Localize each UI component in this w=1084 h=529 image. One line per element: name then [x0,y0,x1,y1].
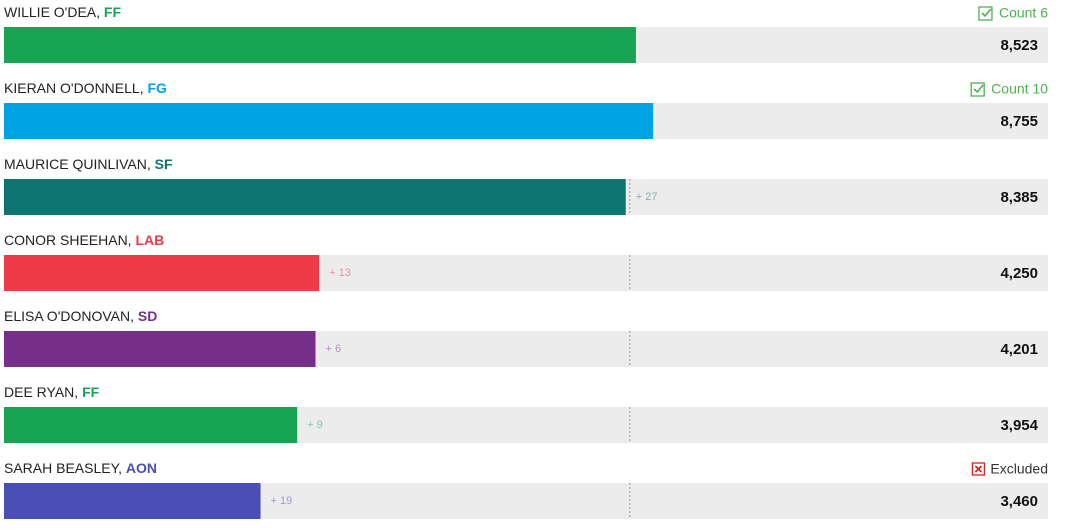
vote-total: 4,250 [1000,265,1038,282]
vote-total: 3,954 [1000,417,1038,434]
status-icon [971,462,986,476]
transfer-label: + 13 [329,267,351,279]
vote-total: 3,460 [1000,493,1038,510]
vote-bar [4,179,626,215]
candidate-name: CONOR SHEEHAN, LAB [4,232,164,248]
party: SF [155,156,173,172]
status: Count 6 [999,5,1048,21]
party: FG [148,80,168,96]
candidate-name: DEE RYAN, FF [4,384,100,400]
status: Count 10 [991,81,1048,97]
vote-bar [4,255,320,291]
candidate-name: KIERAN O'DONNELL, FG [4,80,167,96]
party: LAB [135,232,164,248]
vote-total: 8,523 [1000,37,1038,54]
candidate-name: WILLIE O'DEA, FF [4,4,121,20]
name: ELISA O'DONOVAN, [4,308,138,324]
vote-total: 4,201 [1000,341,1038,358]
status: Excluded [990,461,1048,477]
candidate-name: SARAH BEASLEY, AON [4,460,157,476]
party: AON [126,460,157,476]
name: KIERAN O'DONNELL, [4,80,148,96]
vote-bar [4,103,654,139]
name: WILLIE O'DEA, [4,4,104,20]
name: CONOR SHEEHAN, [4,232,135,248]
status-icon [970,82,985,97]
vote-bar [4,407,298,443]
party: SD [138,308,157,324]
vote-bar [4,331,316,367]
candidate-name: ELISA O'DONOVAN, SD [4,308,157,324]
transfer-label: + 27 [636,191,658,203]
vote-bar [4,483,261,519]
transfer-label: + 6 [325,343,341,355]
vote-total: 8,385 [1000,189,1038,206]
vote-bar [4,27,636,63]
name: DEE RYAN, [4,384,82,400]
name: SARAH BEASLEY, [4,460,126,476]
transfer-label: + 9 [307,419,323,431]
transfer-label: + 19 [271,495,293,507]
name: MAURICE QUINLIVAN, [4,156,155,172]
vote-total: 8,755 [1000,113,1038,130]
party: FF [104,4,122,20]
candidate-name: MAURICE QUINLIVAN, SF [4,156,173,172]
status-icon [978,6,993,21]
party: FF [82,384,100,400]
